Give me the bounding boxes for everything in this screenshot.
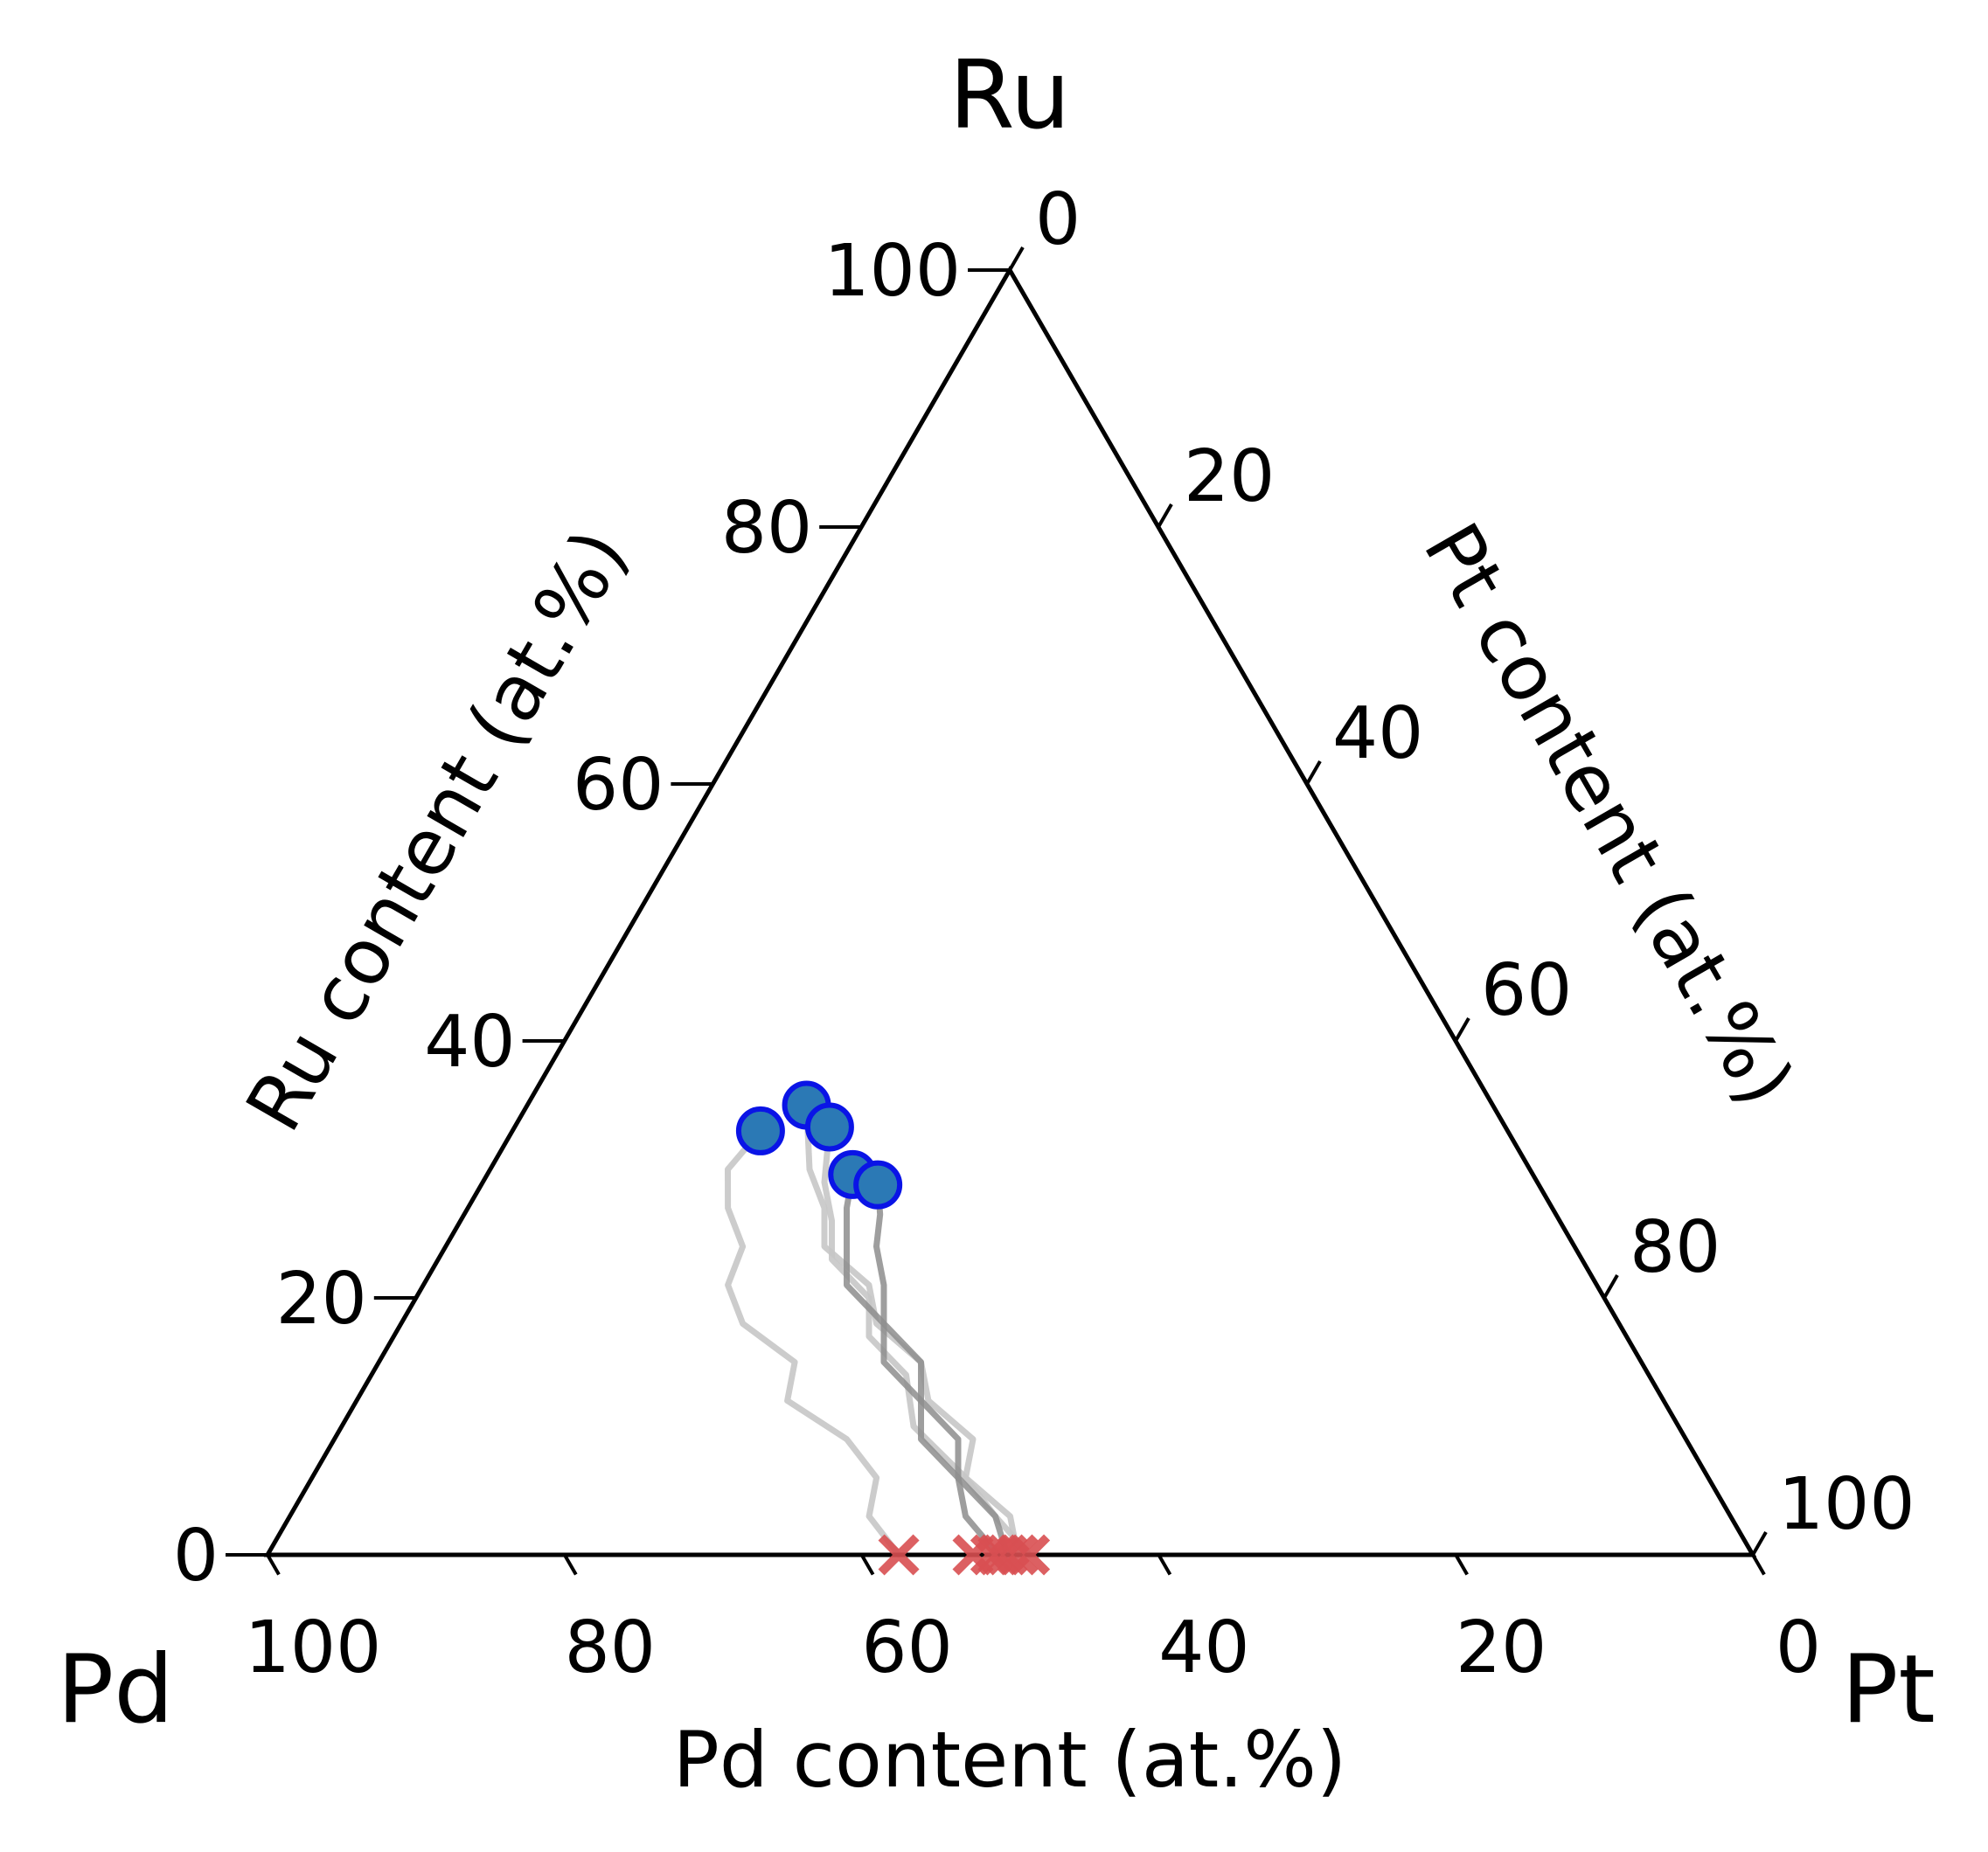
corner-label-pt: Pt [1841,1635,1935,1744]
pd-axis-title: Pd content (at.%) [673,1715,1346,1805]
pd-axis-tick-20 [1454,1553,1469,1576]
triangle-frame [263,266,1757,1557]
trajectory-line-4 [844,1171,1002,1558]
ru-axis-tick-label-100: 100 [824,230,961,313]
ru-axis-tick-label-60: 60 [573,744,664,827]
trajectory-layer [725,1102,1033,1558]
pt-axis-tick-label-60: 60 [1481,949,1572,1032]
end-marker-5 [853,1160,903,1210]
pt-axis-tick-label-40: 40 [1332,692,1423,775]
pt-axis-tick-label-0: 0 [1035,178,1081,261]
pt-axis-tick-60 [1454,1017,1470,1043]
pd-axis-tick-label-60: 60 [861,1606,952,1689]
ru-axis-tick-label-0: 0 [173,1515,219,1598]
tick-layer [226,246,1768,1576]
pd-axis-tick-100 [266,1553,281,1576]
pt-axis-tick-20 [1157,503,1173,528]
ru-axis-tick-label-20: 20 [275,1258,366,1341]
trajectory-line-1 [725,1127,902,1558]
pd-axis-tick-label-40: 40 [1158,1606,1249,1689]
end-marker-1 [735,1106,785,1155]
pd-axis-tick-80 [563,1553,578,1576]
pt-axis-tick-100 [1751,1531,1768,1557]
pd-axis-tick-label-0: 0 [1776,1606,1821,1689]
ru-axis-tick-label-40: 40 [424,1001,515,1084]
pt-axis-tick-label-100: 100 [1778,1463,1915,1546]
pd-axis-tick-label-20: 20 [1456,1606,1547,1689]
corner-label-pd: Pd [57,1635,174,1744]
pd-axis-tick-label-100: 100 [245,1606,382,1689]
ru-axis-tick-label-80: 80 [721,487,812,570]
pd-axis-tick-0 [1751,1553,1766,1576]
start-marker-7 [1009,1534,1051,1576]
pt-axis-tick-0 [1008,246,1025,271]
pd-axis-tick-label-80: 80 [565,1606,656,1689]
pt-axis-tick-label-80: 80 [1630,1206,1720,1289]
pt-axis-tick-40 [1305,760,1322,785]
trajectory-line-5 [873,1182,1011,1558]
pd-axis-tick-60 [859,1553,875,1576]
pd-axis-tick-40 [1157,1553,1172,1576]
start-marker-1 [878,1534,920,1576]
triangle-outline [263,266,1757,1557]
marker-layer [735,1080,1051,1576]
corner-label-ru: Ru [949,41,1071,150]
pt-axis-title: Pt content (at.%) [1407,509,1812,1120]
end-marker-3 [804,1102,854,1152]
pt-axis-tick-80 [1602,1274,1619,1300]
pt-axis-tick-label-20: 20 [1184,435,1275,518]
trajectory-line-3 [821,1124,1033,1558]
start-marker-6 [997,1534,1039,1576]
